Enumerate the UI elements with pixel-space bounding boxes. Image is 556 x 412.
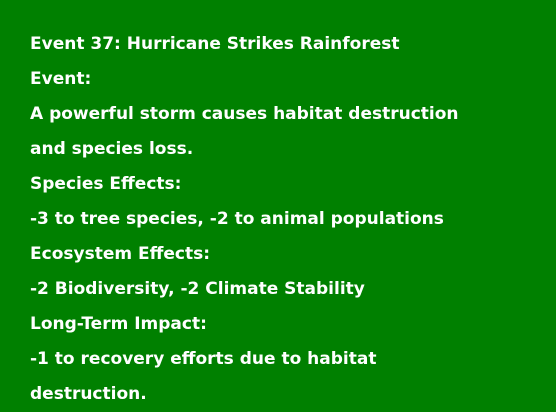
ecosystem-effects-heading: Ecosystem Effects: [30,244,211,264]
long-term-impact-text: -1 to recovery efforts due to habitat de… [30,349,377,404]
species-effects-heading: Species Effects: [30,174,182,194]
ecosystem-effects-text: -2 Biodiversity, -2 Climate Stability [30,279,365,299]
long-term-impact-heading: Long-Term Impact: [30,314,207,334]
event-title: Event 37: Hurricane Strikes Rainforest [30,34,400,54]
species-effects-text: -3 to tree species, -2 to animal populat… [30,209,444,229]
event-description: A powerful storm causes habitat destruct… [30,104,459,159]
event-heading: Event: [30,69,92,89]
